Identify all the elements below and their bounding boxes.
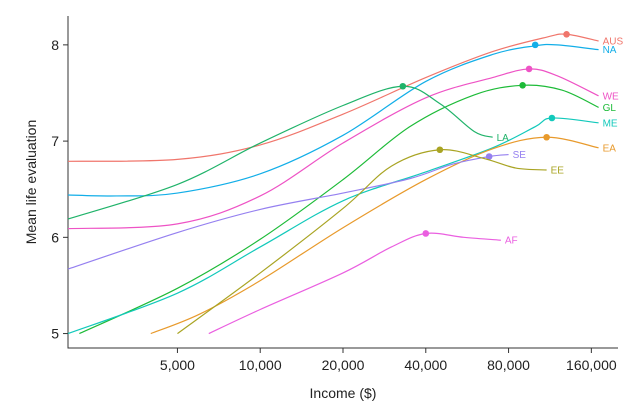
peak-point-ee [436, 146, 444, 154]
series-line-na [67, 43, 599, 197]
series-line-ea [150, 136, 599, 335]
peak-point-me [548, 114, 556, 122]
y-tick-label: 5 [51, 326, 59, 342]
series-ea: EA [150, 133, 617, 335]
x-axis-title: Income ($) [310, 385, 377, 401]
series-label-me: ME [603, 118, 618, 129]
series-label-we: WE [603, 91, 619, 102]
series-line-we [67, 68, 599, 230]
series-me: ME [67, 114, 618, 335]
series-label-la: LA [497, 133, 510, 144]
series-line-gl [79, 84, 599, 335]
peak-point-ea [543, 133, 550, 141]
series-we: WE [67, 65, 619, 230]
peak-point-gl [519, 81, 526, 89]
series-gl: GL [79, 81, 617, 335]
axes: 5,000 10,000 20,000 40,000 80,000 160,000 5 6 7 8 [51, 16, 618, 373]
x-tick-label: 5,000 [160, 357, 195, 373]
series-label-ea: EA [603, 143, 617, 154]
peak-point-af [422, 230, 430, 237]
series-line-la [67, 85, 493, 220]
y-tick-label: 7 [51, 133, 59, 149]
peak-point-we [525, 65, 533, 73]
x-tick-label: 160,000 [566, 357, 617, 373]
peak-point-se [485, 153, 493, 160]
series-line-af [208, 232, 501, 335]
series-la: LA [67, 82, 510, 220]
axis-frame [67, 16, 618, 349]
peak-point-na [531, 41, 539, 49]
series-label-ee: EE [551, 165, 565, 176]
x-tick-label: 10,000 [239, 357, 282, 373]
y-tick-label: 6 [51, 229, 59, 245]
peak-point-la [399, 82, 407, 90]
series-label-na: NA [603, 45, 617, 56]
series-label-af: AF [505, 236, 518, 247]
series-na: NA [67, 41, 617, 197]
y-tick-label: 8 [51, 37, 59, 53]
series-line-aus [67, 33, 599, 162]
series-label-aus: AUS [603, 37, 624, 48]
series-label-se: SE [513, 150, 527, 161]
series-line-ee [177, 149, 547, 335]
x-tick-label: 20,000 [322, 357, 365, 373]
peak-point-aus [563, 30, 570, 38]
series-ee: EE [177, 146, 565, 335]
series-label-gl: GL [603, 103, 617, 114]
y-axis-title: Mean life evaluation [23, 120, 39, 245]
series-line-me [67, 117, 599, 335]
x-tick-label: 80,000 [487, 357, 530, 373]
series-se: SE [67, 150, 527, 270]
x-tick-label: 40,000 [404, 357, 447, 373]
series-af: AF [208, 230, 518, 335]
